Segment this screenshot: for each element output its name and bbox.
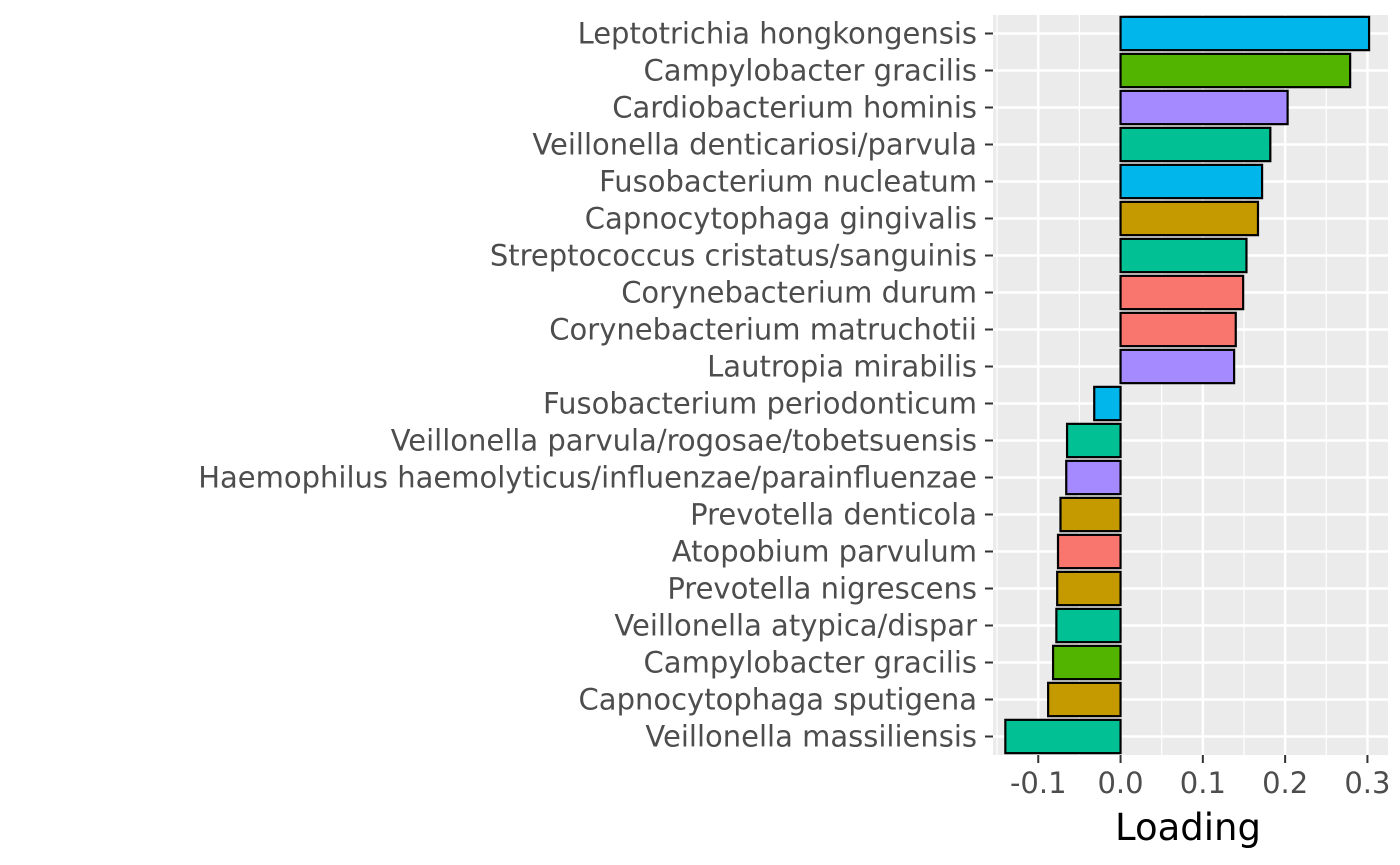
bar bbox=[1119, 237, 1248, 274]
y-tick-label: Veillonella atypica/dispar bbox=[614, 609, 977, 643]
x-axis-title: Loading bbox=[1115, 806, 1261, 849]
bar bbox=[1119, 126, 1272, 163]
bar bbox=[1051, 644, 1122, 681]
bar bbox=[1119, 15, 1371, 52]
bar bbox=[1119, 89, 1289, 126]
y-tick-label: Lautropia mirabilis bbox=[707, 350, 977, 384]
bar bbox=[1065, 422, 1122, 459]
y-tick-label: Veillonella parvula/rogosae/tobetsuensis bbox=[391, 424, 977, 458]
y-axis: Leptotrichia hongkongensisCampylobacter … bbox=[198, 17, 993, 754]
y-tick-label: Capnocytophaga sputigena bbox=[579, 683, 977, 717]
y-tick-label: Corynebacterium durum bbox=[621, 276, 977, 310]
y-tick-label: Prevotella nigrescens bbox=[667, 572, 977, 606]
plot-panel bbox=[993, 15, 1388, 755]
x-tick-label: 0.2 bbox=[1262, 766, 1308, 800]
bar bbox=[1065, 459, 1122, 496]
bar bbox=[1119, 163, 1264, 200]
bar bbox=[1004, 718, 1122, 755]
x-tick-label: 0.0 bbox=[1097, 766, 1143, 800]
y-tick-label: Veillonella denticariosi/parvula bbox=[532, 128, 977, 162]
x-tick-label: -0.1 bbox=[1010, 766, 1067, 800]
bar bbox=[1093, 385, 1122, 422]
y-tick-label: Atopobium parvulum bbox=[672, 535, 977, 569]
y-tick-label: Campylobacter gracilis bbox=[644, 54, 977, 88]
bar bbox=[1119, 52, 1352, 89]
x-tick-label: 0.3 bbox=[1344, 766, 1390, 800]
x-tick-label: 0.1 bbox=[1180, 766, 1226, 800]
y-tick-label: Prevotella denticola bbox=[690, 498, 977, 532]
y-tick-label: Cardiobacterium hominis bbox=[612, 91, 977, 125]
bar bbox=[1047, 681, 1122, 718]
y-tick-label: Haemophilus haemolyticus/influenzae/para… bbox=[198, 461, 977, 495]
y-tick-label: Fusobacterium periodonticum bbox=[543, 387, 977, 421]
bar bbox=[1119, 200, 1260, 237]
bar bbox=[1056, 533, 1122, 570]
x-axis: -0.1 0.0 0.1 0.2 0.3 bbox=[1010, 755, 1390, 800]
y-tick-label: Capnocytophaga gingivalis bbox=[585, 202, 977, 236]
bar bbox=[1055, 607, 1122, 644]
bar bbox=[1119, 274, 1245, 311]
y-tick-label: Fusobacterium nucleatum bbox=[599, 165, 977, 199]
y-tick-label: Streptococcus cristatus/sanguinis bbox=[490, 239, 977, 273]
bar bbox=[1056, 570, 1122, 607]
y-tick-label: Campylobacter gracilis bbox=[644, 646, 977, 680]
y-tick-label: Corynebacterium matruchotii bbox=[549, 313, 977, 347]
bar bbox=[1119, 311, 1237, 348]
y-tick-label: Veillonella massiliensis bbox=[645, 720, 977, 754]
bar bbox=[1059, 496, 1122, 533]
bars bbox=[1004, 15, 1371, 755]
bar bbox=[1119, 348, 1236, 385]
y-tick-label: Leptotrichia hongkongensis bbox=[578, 17, 977, 51]
